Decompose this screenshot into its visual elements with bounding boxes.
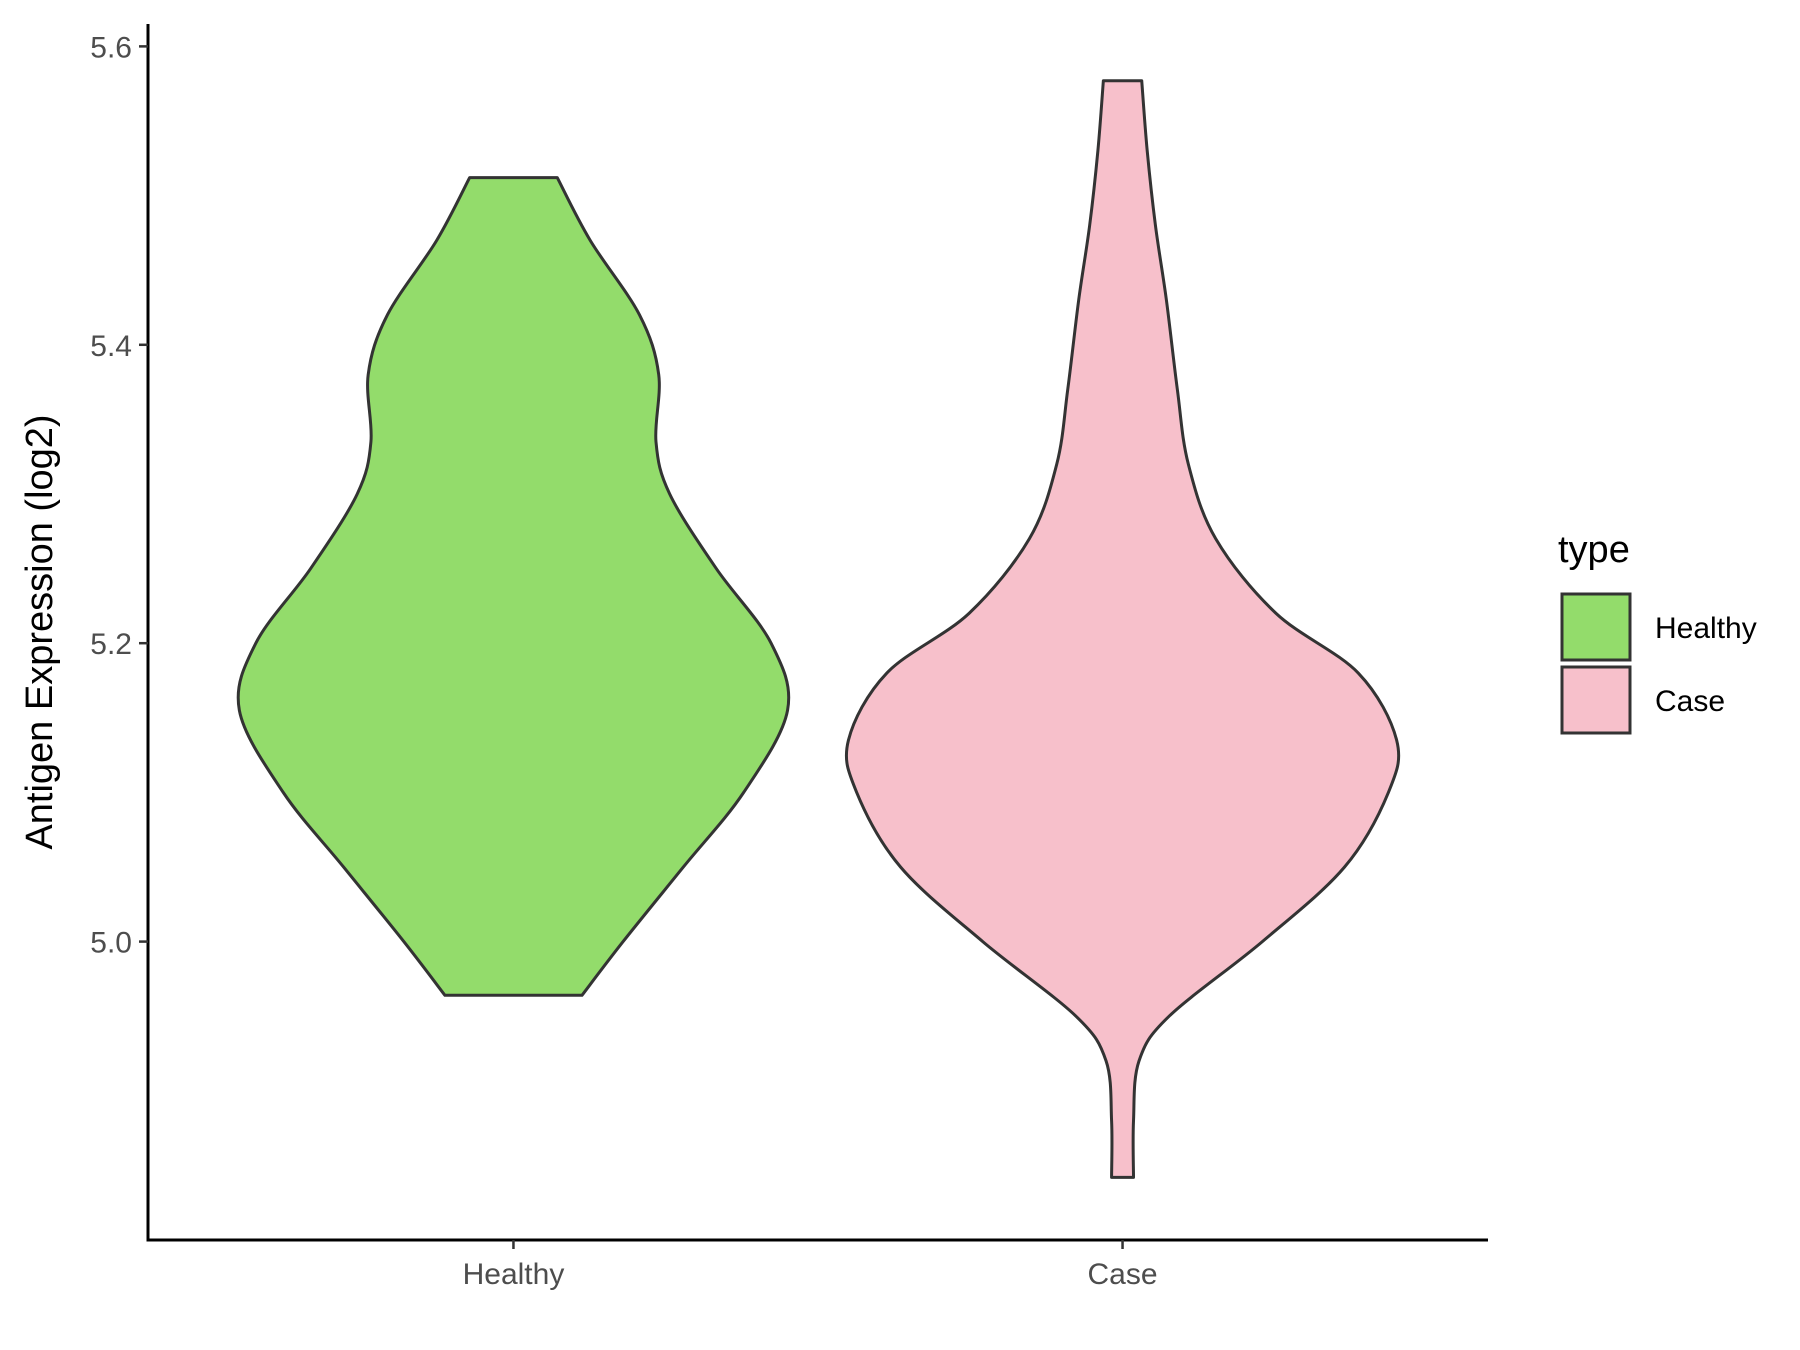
y-axis-ticks: 5.0 5.2 5.4 5.6 <box>90 31 148 960</box>
violin-layer <box>236 79 1401 1179</box>
legend-label-case: Case <box>1655 685 1725 718</box>
axes: 5.0 5.2 5.4 5.6 Healthy Case <box>90 24 1488 1291</box>
violin-case <box>844 79 1401 1179</box>
legend-label-healthy: Healthy <box>1655 612 1757 645</box>
legend: type Healthy Case <box>1558 529 1757 735</box>
violin-healthy <box>236 176 791 997</box>
y-axis-title: Antigen Expression (log2) <box>19 414 61 849</box>
y-tick-label: 5.4 <box>90 330 132 363</box>
x-axis-ticks: Healthy Case <box>463 1240 1158 1291</box>
legend-title: type <box>1558 529 1630 571</box>
x-tick-label: Case <box>1088 1258 1158 1291</box>
y-tick-label: 5.6 <box>90 31 132 64</box>
legend-key-case <box>1560 665 1632 735</box>
x-tick-label: Healthy <box>463 1258 565 1291</box>
legend-key-healthy <box>1560 592 1632 662</box>
y-tick-label: 5.0 <box>90 927 132 960</box>
y-tick-label: 5.2 <box>90 628 132 661</box>
